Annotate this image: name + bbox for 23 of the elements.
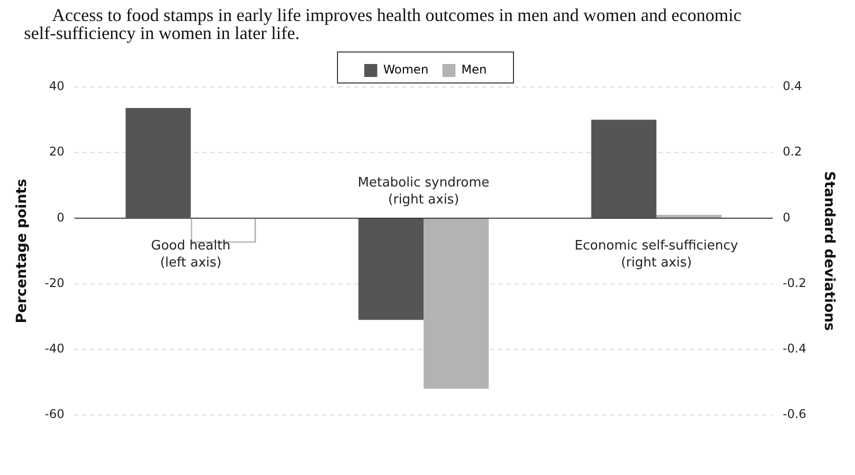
legend-label: Women [383, 62, 428, 77]
y-tick-label: 0 [56, 210, 64, 224]
y-axis-title: Percentage points [14, 178, 30, 324]
x-tick-label: Economic self-sufficiency (right axis) [574, 238, 738, 271]
y2-tick-label: -0.2 [782, 276, 806, 290]
y2-tick-label: -0.6 [782, 407, 806, 422]
chart-title: Access to food stamps in early life improves health outcomes in men and women and economic self-sufficiency in women in later life. [24, 5, 742, 45]
y2-tick-label: 0.4 [782, 79, 802, 94]
y2-tick-label: 0.2 [782, 144, 802, 159]
y-tick-label: -40 [44, 342, 64, 356]
bar [591, 120, 656, 218]
x-tick-label: Good health (left axis) [151, 238, 231, 271]
y-tick-label: 40 [49, 79, 64, 94]
y-tick-label: -60 [44, 407, 64, 422]
legend-label: Men [461, 62, 487, 77]
x-tick-label: Metabolic syndrome (right axis) [358, 176, 490, 208]
y-tick-label: -20 [44, 276, 64, 290]
y-tick-label: 20 [49, 144, 64, 159]
bar [424, 218, 489, 389]
bar [358, 218, 424, 320]
y2-axis-title: Standard deviations [820, 171, 837, 331]
y2-tick-label: 0 [782, 210, 790, 224]
y2-tick-label: -0.4 [782, 342, 806, 356]
